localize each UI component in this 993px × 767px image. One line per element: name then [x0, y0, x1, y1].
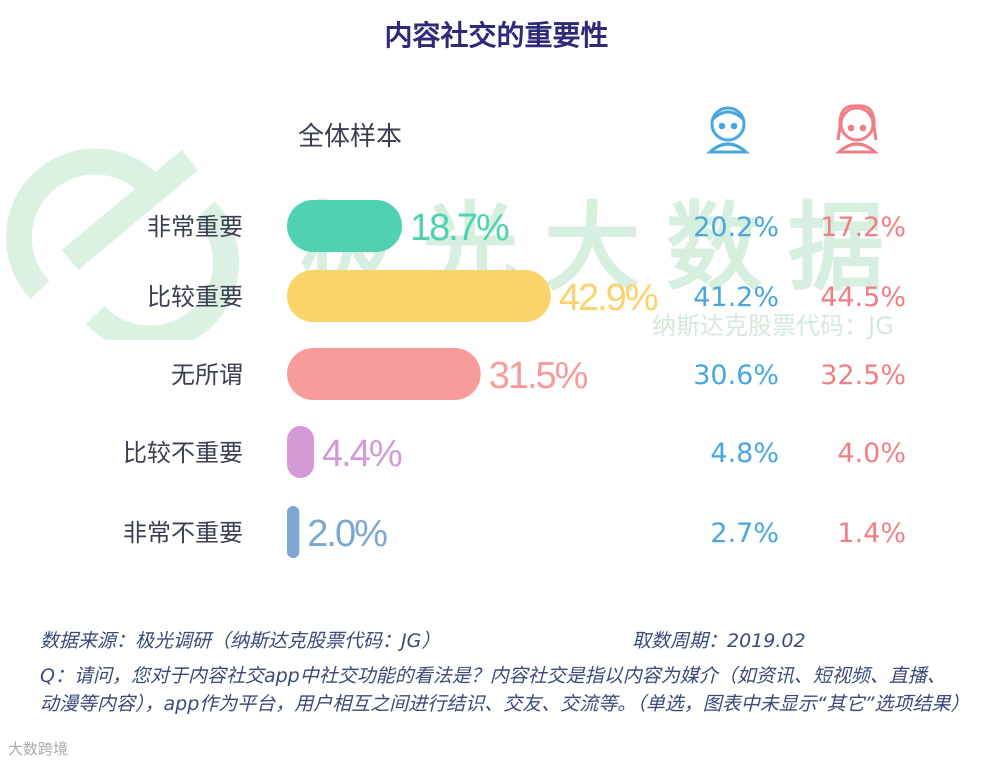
bar-value-label: 18.7% [410, 207, 509, 249]
chart-title: 内容社交的重要性 [384, 19, 609, 52]
bar [287, 426, 315, 478]
bar-value-label: 4.4% [322, 433, 402, 475]
category-label: 无所谓 [171, 361, 243, 389]
category-label: 比较重要 [147, 283, 243, 311]
female-value-label: 1.4% [837, 518, 906, 549]
male-value-label: 4.8% [710, 438, 779, 469]
watermark-ticker: 纳斯达克股票代码：JG [652, 312, 894, 340]
male-value-label: 41.2% [693, 282, 779, 313]
girl-icon [835, 104, 879, 154]
bar [287, 348, 481, 400]
column-header: 全体样本 [298, 122, 402, 152]
survey-question-note: Q：请问，您对于内容社交app中社交功能的看法是？内容社交是指以内容为媒介（如资… [40, 665, 970, 715]
chart: 全体样本 非常重要 18.7% 20.2% 17.2% 比较重要 42.9% 41.2% 44… [123, 104, 906, 558]
male-value-label: 2.7% [710, 518, 779, 549]
bar [287, 270, 551, 322]
female-value-label: 17.2% [820, 212, 906, 243]
data-period-note: 取数周期：2019.02 [632, 630, 806, 652]
boy-icon [706, 106, 750, 154]
watermark-logo-icon [5, 148, 240, 340]
female-value-label: 4.0% [837, 438, 906, 469]
category-label: 非常不重要 [123, 519, 243, 547]
male-value-label: 30.6% [693, 360, 779, 391]
bar-value-label: 42.9% [559, 277, 658, 319]
bar-value-label: 2.0% [307, 513, 387, 555]
corner-logo: 大数跨境 [8, 740, 69, 758]
female-value-label: 44.5% [820, 282, 906, 313]
category-label: 比较不重要 [123, 439, 243, 467]
category-label: 非常重要 [147, 213, 243, 241]
bar [287, 200, 403, 252]
bar-value-label: 31.5% [489, 355, 588, 397]
bar [287, 506, 300, 558]
female-value-label: 32.5% [820, 360, 906, 391]
male-value-label: 20.2% [693, 212, 779, 243]
data-source-note: 数据来源：极光调研（纳斯达克股票代码：JG） [40, 630, 441, 652]
